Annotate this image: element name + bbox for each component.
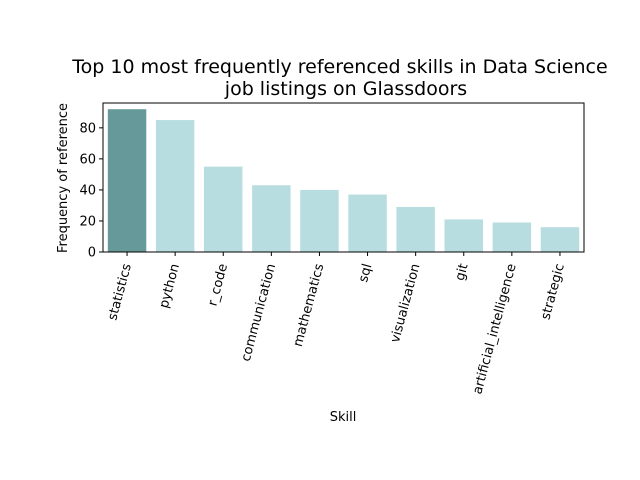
bar-sql (348, 194, 387, 252)
bar-statistics (107, 109, 147, 252)
bar-strategic (540, 227, 580, 252)
y-tick-label: 80 (79, 121, 96, 136)
bars (107, 109, 580, 253)
y-tick-label: 0 (88, 246, 96, 261)
x-tick-label: sql (356, 262, 375, 284)
bar-artificial_intelligence (492, 222, 532, 252)
x-axis: statistics python r_code communication mathe… (105, 252, 568, 396)
bar-visualization (396, 206, 435, 252)
bar-r_code (204, 166, 243, 252)
bar-communication (252, 185, 291, 252)
x-tick-label: r_code (205, 262, 231, 308)
x-tick-label: git (453, 262, 472, 282)
chart-title-line-2: job listings on Glassdoors (224, 78, 467, 100)
plot-frame (102, 102, 585, 253)
x-axis-label: Skill (330, 410, 357, 425)
y-tick-label: 40 (79, 183, 96, 198)
bar-python (155, 120, 195, 253)
x-tick-label: statistics (105, 262, 135, 322)
chart-title-line-1: Top 10 most frequently referenced skills… (71, 56, 607, 78)
bar-mathematics (300, 189, 339, 252)
y-axis: 0 20 40 60 80 (79, 121, 103, 261)
x-tick-label: python (157, 262, 183, 310)
x-tick-label: visualization (388, 262, 424, 344)
x-tick-label: mathematics (291, 262, 328, 348)
y-tick-label: 20 (79, 214, 96, 229)
y-axis-label: Frequency of reference (56, 103, 71, 253)
x-tick-label: communication (239, 262, 280, 363)
x-tick-label: artificial_intelligence (470, 262, 519, 396)
x-tick-label: strategic (538, 262, 567, 321)
bar-git (444, 219, 483, 252)
y-tick-label: 60 (79, 152, 96, 167)
